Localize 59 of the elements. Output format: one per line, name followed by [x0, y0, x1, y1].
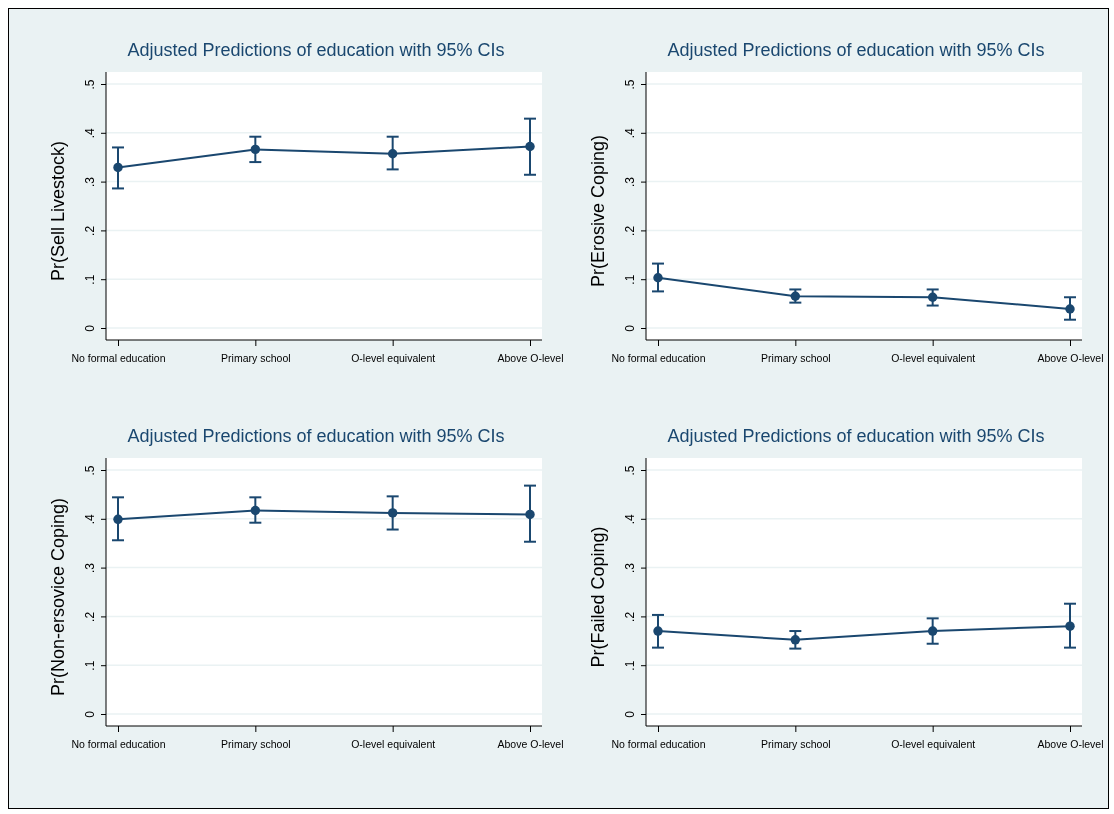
- x-tick-label: O-level equivalent: [891, 351, 976, 364]
- x-tick-label: O-level equivalent: [351, 351, 436, 364]
- y-tick-label: .4: [623, 127, 638, 139]
- point: [653, 626, 663, 636]
- y-tick-label: 0: [623, 710, 638, 718]
- chart-title: Adjusted Predictions of education with 95% CIs: [127, 40, 505, 60]
- y-tick-label: .2: [623, 225, 638, 236]
- y-tick-label: .5: [83, 465, 98, 476]
- x-tick-label: Primary school: [221, 351, 291, 364]
- x-tick-label: Above O-level: [497, 737, 564, 750]
- point: [653, 273, 663, 283]
- y-tick-label: .1: [623, 660, 638, 671]
- x-tick-label: Above O-level: [497, 351, 564, 364]
- x-tick-label: No formal education: [71, 737, 166, 750]
- point: [927, 292, 938, 302]
- y-tick-label: .1: [623, 274, 638, 285]
- y-tick-label: .2: [83, 225, 98, 236]
- point: [1065, 304, 1075, 314]
- y-tick-label: 0: [83, 710, 98, 718]
- y-axis-title: Pr(Sell Livestock): [48, 140, 68, 282]
- y-tick-label: .5: [83, 79, 98, 90]
- y-tick-label: .1: [83, 660, 98, 671]
- chart-title: Adjusted Predictions of education with 95% CIs: [667, 426, 1045, 446]
- y-tick-label: .4: [83, 513, 98, 525]
- y-tick-label: .3: [83, 176, 98, 188]
- y-axis-title: Pr(Failed Coping): [588, 526, 608, 668]
- x-tick-label: Above O-level: [1037, 351, 1104, 364]
- point: [250, 144, 261, 155]
- y-axis-title: Pr(Erosive Coping): [588, 134, 608, 288]
- y-tick-label: .2: [83, 611, 98, 622]
- x-tick-label: Above O-level: [1037, 737, 1104, 750]
- y-tick-label: .4: [83, 127, 98, 139]
- point: [525, 141, 535, 152]
- chart-title: Adjusted Predictions of education with 95% CIs: [667, 40, 1045, 60]
- y-tick-label: .5: [623, 465, 638, 476]
- point: [790, 635, 801, 645]
- point: [113, 162, 123, 173]
- x-tick-label: No formal education: [611, 737, 706, 750]
- x-tick-label: Primary school: [761, 351, 831, 364]
- y-tick-label: .3: [623, 176, 638, 188]
- x-tick-label: No formal education: [71, 351, 166, 364]
- y-tick-label: .5: [623, 79, 638, 90]
- point: [927, 626, 938, 636]
- y-tick-label: .2: [623, 611, 638, 622]
- x-tick-label: O-level equivalent: [351, 737, 436, 750]
- point: [387, 149, 398, 159]
- y-tick-label: 0: [83, 324, 98, 332]
- x-tick-label: Primary school: [761, 737, 831, 750]
- y-tick-label: .4: [623, 513, 638, 525]
- x-tick-label: No formal education: [611, 351, 706, 364]
- x-tick-label: Primary school: [221, 737, 291, 750]
- y-axis-title: Pr(Non-ersovice Coping): [48, 497, 68, 697]
- y-tick-label: .3: [623, 562, 638, 574]
- y-tick-label: .1: [83, 274, 98, 285]
- chart-title: Adjusted Predictions of education with 95% CIs: [127, 426, 505, 446]
- y-tick-label: .3: [83, 562, 98, 574]
- y-tick-label: 0: [623, 324, 638, 332]
- point: [1065, 621, 1075, 631]
- x-tick-label: O-level equivalent: [891, 737, 976, 750]
